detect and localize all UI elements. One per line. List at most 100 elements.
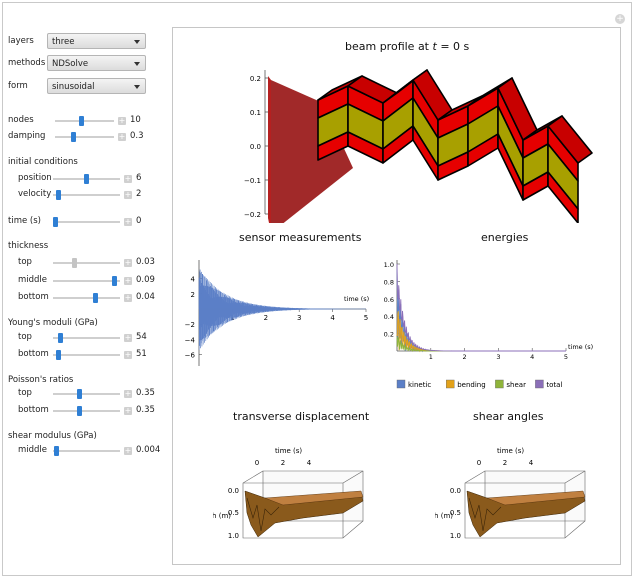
sensor-ytick-label: 4 bbox=[191, 276, 196, 284]
thickness-top-plus-icon[interactable]: + bbox=[124, 258, 132, 267]
velocity-slider[interactable] bbox=[53, 194, 120, 196]
legend-swatch-bending bbox=[446, 379, 455, 389]
time-value: 0 bbox=[136, 216, 142, 226]
poisson-bottom-slider[interactable] bbox=[53, 410, 120, 412]
sensor-ytick-label: −2 bbox=[185, 321, 195, 329]
transverse-time-tick: 4 bbox=[307, 459, 312, 467]
shear-angles-title: shear angles bbox=[473, 410, 544, 423]
thickness-heading: thickness bbox=[8, 241, 49, 251]
velocity-slider-thumb[interactable] bbox=[56, 190, 62, 200]
expand-icon[interactable]: + bbox=[615, 14, 625, 24]
position-slider-thumb[interactable] bbox=[84, 174, 89, 184]
poisson-top-slider-thumb[interactable] bbox=[76, 389, 82, 399]
sensor-xtick-label: 5 bbox=[364, 314, 368, 322]
youngs-bottom-plus-icon[interactable]: + bbox=[124, 350, 132, 359]
sensor-ytick-label: 2 bbox=[191, 291, 195, 299]
damping-slider[interactable] bbox=[55, 136, 114, 138]
transverse-surface-plot: time (s) 0 2 4 length (m) 0.0 0.5 1.0 bbox=[213, 447, 364, 540]
thickness-middle-slider[interactable] bbox=[53, 280, 120, 282]
shearangles-length-label: length (m) bbox=[435, 512, 453, 520]
poisson-top-slider[interactable] bbox=[53, 393, 120, 395]
transverse-length-tick: 1.0 bbox=[228, 532, 239, 540]
velocity-value: 2 bbox=[136, 189, 142, 199]
beam-edge bbox=[268, 76, 271, 223]
energies-xtick-label: 4 bbox=[530, 353, 534, 361]
chevron-down-icon bbox=[134, 40, 140, 44]
time-slider[interactable] bbox=[53, 221, 120, 223]
transverse-box-front bbox=[242, 470, 364, 539]
youngs-bottom-label: bottom bbox=[18, 349, 49, 359]
nodes-slider-thumb[interactable] bbox=[79, 116, 85, 126]
shearangles-time-tick: 2 bbox=[503, 459, 507, 467]
legend-label-shear: shear bbox=[506, 381, 526, 389]
thickness-middle-slider-thumb[interactable] bbox=[111, 276, 117, 286]
legend-label-kinetic: kinetic bbox=[408, 381, 431, 389]
thickness-middle-label: middle bbox=[18, 275, 48, 285]
sensor-xtick-label: 2 bbox=[264, 314, 268, 322]
layers-value: three bbox=[52, 37, 75, 47]
transverse-time-tick: 0 bbox=[255, 459, 259, 467]
form-dropdown[interactable]: sinusoidal bbox=[47, 78, 146, 94]
thickness-bottom-slider[interactable] bbox=[53, 297, 120, 299]
shearangles-box-front bbox=[464, 470, 586, 539]
chevron-down-icon bbox=[134, 85, 140, 89]
methods-dropdown[interactable]: NDSolve bbox=[47, 55, 146, 71]
thickness-top-slider[interactable] bbox=[53, 262, 120, 264]
damping-plus-icon[interactable]: + bbox=[118, 132, 126, 141]
thickness-middle-plus-icon[interactable]: + bbox=[124, 276, 132, 285]
poisson-bottom-plus-icon[interactable]: + bbox=[124, 406, 132, 415]
beam-title-suffix: = 0 s bbox=[436, 40, 470, 53]
poisson-top-value: 0.35 bbox=[136, 388, 155, 398]
nodes-slider[interactable] bbox=[55, 120, 114, 122]
youngs-top-slider[interactable] bbox=[53, 337, 120, 339]
beam-title: beam profile at t = 0 s bbox=[345, 40, 469, 53]
legend-label-bending: bending bbox=[457, 381, 485, 389]
youngs-bottom-slider[interactable] bbox=[53, 354, 120, 356]
transverse-surface-top bbox=[264, 490, 364, 506]
velocity-plus-icon[interactable]: + bbox=[124, 190, 132, 199]
time-slider-thumb[interactable] bbox=[53, 217, 58, 227]
energies-xtick-label: 2 bbox=[463, 353, 467, 361]
thickness-bottom-slider-thumb[interactable] bbox=[93, 293, 99, 303]
shear-middle-slider-thumb[interactable] bbox=[54, 446, 60, 456]
thickness-bottom-plus-icon[interactable]: + bbox=[124, 293, 132, 302]
thickness-top-slider-thumb[interactable] bbox=[71, 258, 77, 268]
youngs-top-slider-thumb[interactable] bbox=[57, 333, 63, 343]
energies-ytick-label: 0.8 bbox=[384, 278, 394, 286]
shear-middle-slider[interactable] bbox=[53, 450, 120, 452]
shearangles-time-tick: 4 bbox=[529, 459, 534, 467]
sensor-ytick-label: −4 bbox=[185, 336, 196, 344]
energies-xtick-label: 3 bbox=[496, 353, 500, 361]
transverse-title: transverse displacement bbox=[233, 410, 370, 423]
youngs-top-plus-icon[interactable]: + bbox=[124, 333, 132, 342]
damping-slider-thumb[interactable] bbox=[71, 132, 77, 142]
shear-angles-surface-plot: time (s) 0 2 4 length (m) 0.0 0.5 1.0 bbox=[435, 447, 586, 540]
energies-series-bending bbox=[396, 311, 566, 353]
transverse-box-top-right bbox=[342, 470, 364, 484]
legend-swatch-shear bbox=[495, 379, 504, 389]
transverse-length-label: length (m) bbox=[213, 512, 231, 520]
energies-ytick-label: 0.6 bbox=[384, 296, 394, 304]
beam-ytick-label: −0.1 bbox=[244, 177, 261, 185]
layers-dropdown[interactable]: three bbox=[47, 33, 146, 49]
shear-middle-value: 0.004 bbox=[136, 445, 161, 455]
nodes-label: nodes bbox=[8, 115, 34, 125]
shear-middle-plus-icon[interactable]: + bbox=[124, 446, 132, 455]
energies-xtick-label: 5 bbox=[564, 353, 568, 361]
youngs-bottom-slider-thumb[interactable] bbox=[56, 350, 62, 360]
youngs-top-label: top bbox=[18, 332, 32, 342]
thickness-top-label: top bbox=[18, 257, 32, 267]
beam-top-face bbox=[547, 115, 593, 164]
transverse-length-tick: 0.5 bbox=[228, 509, 239, 517]
damping-label: damping bbox=[8, 131, 46, 141]
poisson-top-plus-icon[interactable]: + bbox=[124, 389, 132, 398]
shear-modulus-heading: shear modulus (GPa) bbox=[8, 431, 97, 441]
velocity-label: velocity bbox=[18, 189, 52, 199]
time-plus-icon[interactable]: + bbox=[124, 217, 132, 226]
beam-ytick-label: −0.2 bbox=[244, 211, 261, 219]
beam-title-var: t bbox=[432, 40, 437, 53]
position-plus-icon[interactable]: + bbox=[124, 174, 132, 183]
poisson-bottom-slider-thumb[interactable] bbox=[76, 406, 82, 416]
nodes-plus-icon[interactable]: + bbox=[118, 116, 126, 125]
